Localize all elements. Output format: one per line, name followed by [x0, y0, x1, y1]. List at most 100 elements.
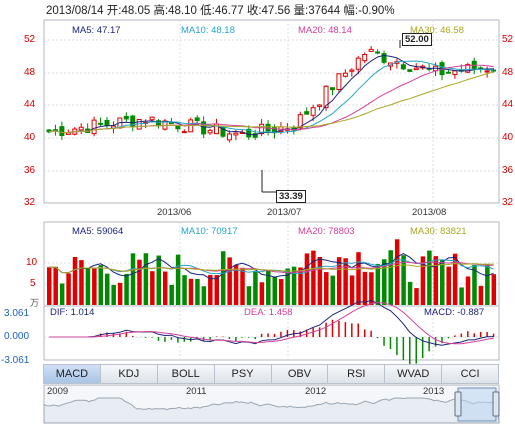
- volume-bar: [220, 251, 226, 305]
- tab-psy[interactable]: PSY: [214, 364, 272, 384]
- candle-body: [220, 126, 226, 137]
- volume-bar: [53, 266, 58, 305]
- volume-bar: [214, 275, 220, 305]
- volume-bar: [59, 283, 65, 305]
- open-label: 开:: [106, 5, 122, 17]
- candle-body: [78, 126, 84, 131]
- candle-body: [175, 125, 181, 130]
- volume-axis-10: 10: [26, 257, 38, 268]
- macd-lines: [49, 299, 494, 346]
- price-axis-right-52: 52: [502, 34, 514, 45]
- high-label: 高:: [153, 5, 169, 17]
- tab-rsi[interactable]: RSI: [328, 364, 386, 384]
- volume-bar: [317, 257, 323, 305]
- candle-body: [246, 128, 252, 138]
- high-value: 48.10: [168, 5, 197, 17]
- navigator-year-2013: 2013: [423, 386, 445, 397]
- volume-bar: [452, 253, 458, 305]
- price-axis-right-36: 36: [502, 165, 514, 176]
- volume-bar: [375, 264, 381, 305]
- volume-bar: [440, 259, 445, 305]
- candle-body: [194, 117, 200, 122]
- navigator-selection[interactable]: [457, 387, 497, 422]
- candle-body: [104, 119, 110, 126]
- volume-bar: [472, 264, 477, 305]
- candle-body: [400, 64, 406, 70]
- tab-macd[interactable]: MACD: [43, 364, 101, 384]
- candle-body: [349, 69, 355, 72]
- candle-body: [310, 107, 316, 116]
- volume-bar: [150, 271, 155, 305]
- macd-dif-legend: DIF: 1.014: [50, 307, 95, 318]
- volume-bar: [336, 257, 342, 305]
- tab-cci[interactable]: CCI: [442, 364, 499, 384]
- candle-body: [323, 85, 329, 109]
- price-axis-left-48: 48: [24, 67, 36, 78]
- price-ma20-legend: MA20: 48.14: [298, 25, 352, 36]
- tab-kdj[interactable]: KDJ: [100, 364, 158, 384]
- price-ma5-legend: MA5: 47.17: [72, 25, 121, 36]
- volume-unit: 万: [30, 298, 40, 308]
- candle-body: [362, 54, 368, 62]
- macd-axis-top: 3.061: [4, 308, 30, 319]
- volume-bar: [278, 279, 284, 305]
- tab-obv[interactable]: OBV: [271, 364, 329, 384]
- candle-body: [304, 111, 310, 115]
- price-axis-right-44: 44: [502, 99, 514, 110]
- macd-value-legend: MACD: -0.887: [424, 307, 485, 318]
- candle-body: [484, 70, 490, 73]
- macd-axis-bottom: -3.061: [1, 355, 30, 366]
- navigator-year-2012: 2012: [305, 386, 327, 397]
- volume-bar: [240, 267, 245, 305]
- candle-body: [342, 72, 348, 77]
- candle-body: [252, 133, 258, 138]
- volume-bar: [324, 272, 329, 305]
- volume-bar: [369, 272, 374, 305]
- volume-bar: [137, 259, 142, 305]
- price-axis-right-48: 48: [502, 67, 514, 78]
- macd-histogram: [86, 319, 495, 366]
- change-value: -0.90%: [358, 5, 395, 17]
- volume-bar: [156, 255, 162, 305]
- volume-bar: [182, 275, 187, 305]
- volume-bar: [349, 275, 355, 305]
- candle-body: [407, 69, 413, 72]
- navigator-year-2009: 2009: [47, 386, 69, 397]
- volume-bar: [188, 278, 194, 305]
- volume-bar: [72, 256, 78, 305]
- macd-dea-legend: DEA: 1.458: [244, 307, 293, 318]
- candle-body: [329, 87, 335, 91]
- ma30-line: [48, 71, 494, 134]
- volume-bar: [162, 271, 168, 305]
- volume-bar: [130, 253, 136, 305]
- volume-bar: [330, 275, 335, 305]
- volume-bar: [98, 265, 104, 305]
- navigator-right-handle[interactable]: [492, 391, 500, 417]
- price-axis-left-44: 44: [24, 99, 36, 110]
- indicator-tabbar: MACD KDJ BOLL PSY OBV RSI WVAD CCI: [43, 364, 499, 384]
- quote-date: 2013/08/14: [46, 5, 104, 17]
- volume-bar: [285, 268, 290, 305]
- volume-bar: [465, 276, 471, 305]
- volume-axis-5: 5: [30, 278, 36, 289]
- candle-body: [413, 67, 419, 71]
- volume-bar: [311, 250, 316, 305]
- navigator-left-handle[interactable]: [454, 391, 462, 417]
- date-label-aug: 2013/08: [412, 207, 447, 218]
- volume-ma20-legend: MA20: 78803: [298, 226, 355, 237]
- tab-wvad[interactable]: WVAD: [385, 364, 443, 384]
- volume-bar: [304, 253, 310, 305]
- navigator-year-2011: 2011: [186, 386, 207, 397]
- volume-bar: [394, 239, 400, 305]
- price-axis-left-36: 36: [24, 165, 36, 176]
- price-axis-left-40: 40: [24, 132, 36, 143]
- volume-bar: [227, 257, 232, 305]
- candle-body: [368, 48, 374, 52]
- tab-boll[interactable]: BOLL: [157, 364, 215, 384]
- macd-axis-zero: 0.000: [4, 331, 30, 342]
- volume-bar: [79, 260, 84, 305]
- candle-body: [91, 119, 97, 135]
- volume-bar: [388, 250, 393, 305]
- volume-bar: [208, 274, 213, 305]
